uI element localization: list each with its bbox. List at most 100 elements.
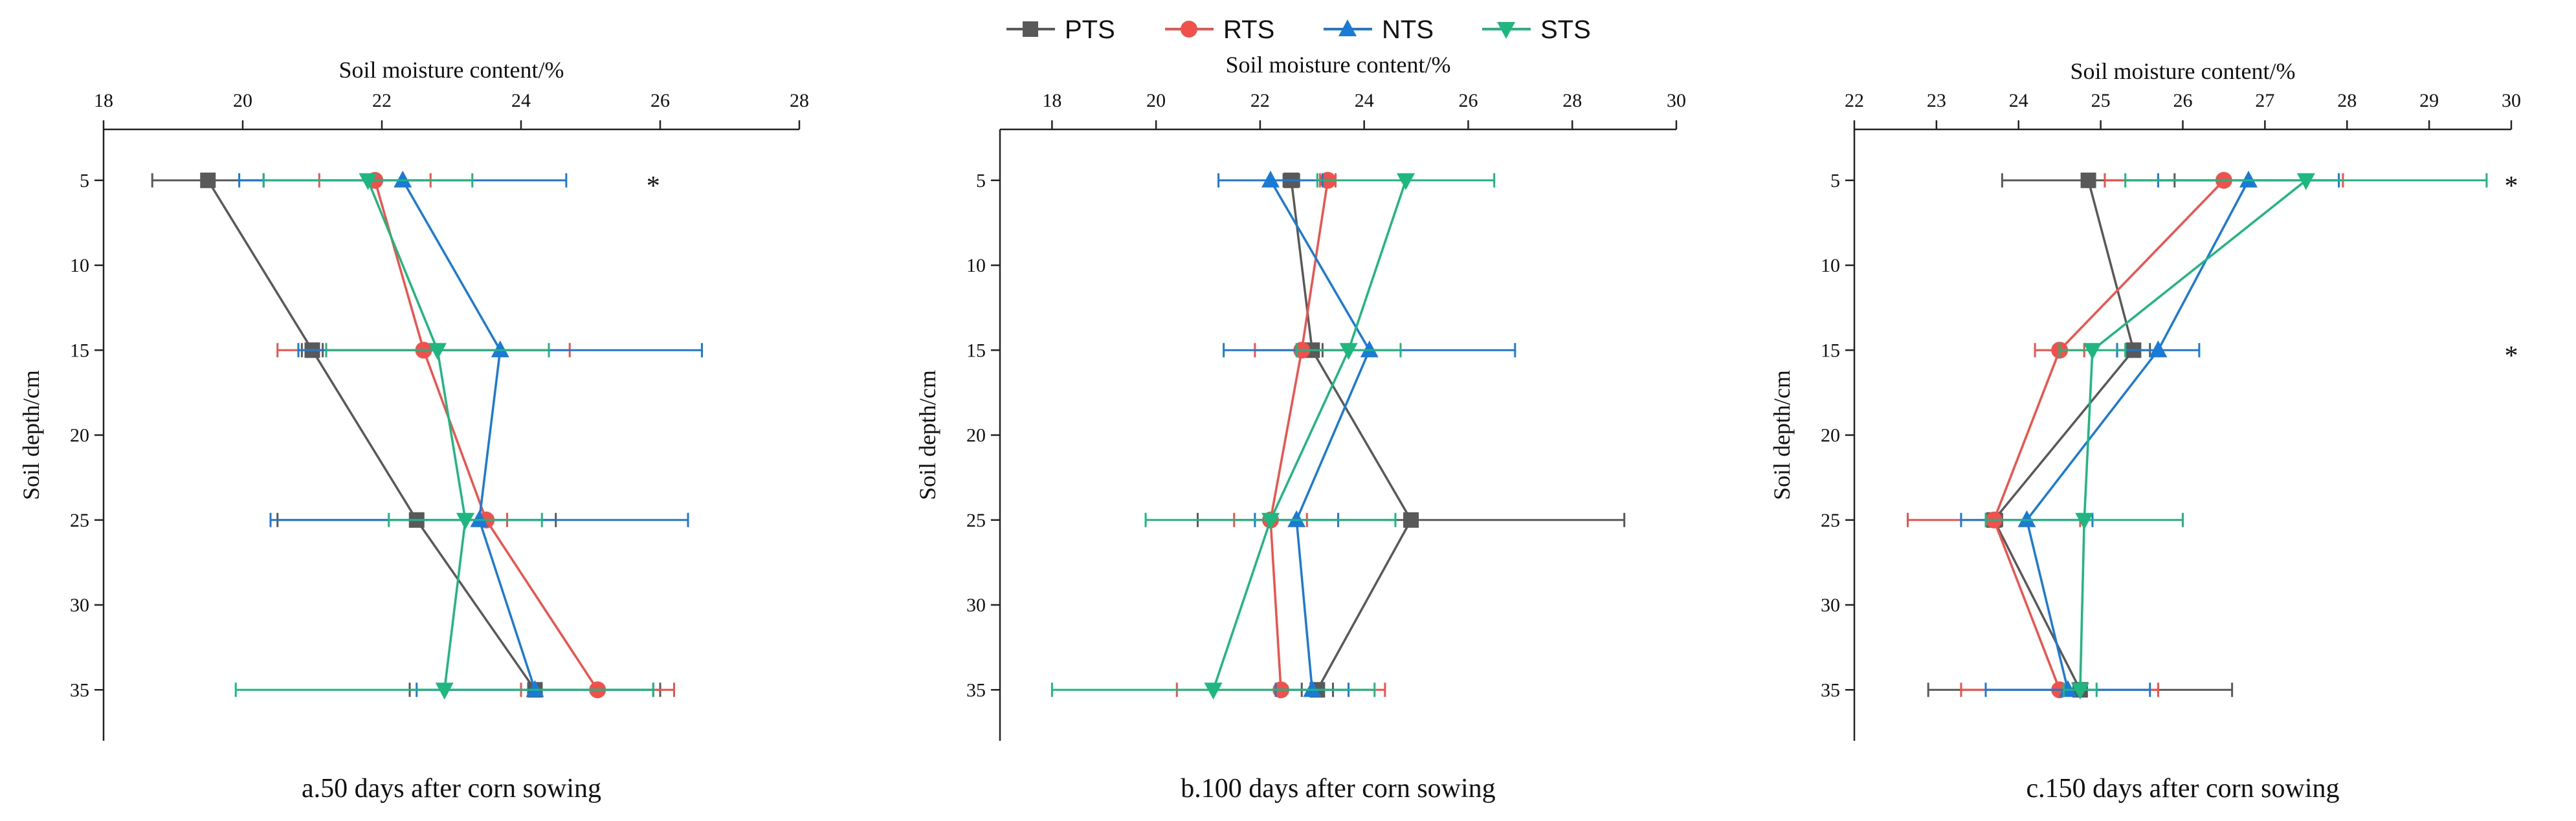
legend-item-sts: STS xyxy=(1482,16,1591,44)
legend-marker-square xyxy=(1023,21,1038,37)
x-tick-label: 24 xyxy=(511,90,531,111)
legend-marker-circle xyxy=(1181,21,1197,38)
x-tick-label: 28 xyxy=(2337,90,2357,111)
y-tick-label: 10 xyxy=(70,255,89,276)
data-point xyxy=(470,510,489,527)
data-point xyxy=(2017,510,2036,527)
series-nts xyxy=(1217,170,1516,697)
x-tick-label: 18 xyxy=(1042,90,1061,111)
series-sts xyxy=(1050,173,1496,700)
y-tick-label: 30 xyxy=(966,595,986,616)
x-axis-title: Soil moisture content/% xyxy=(2071,58,2296,84)
x-tick-label: 20 xyxy=(233,90,252,111)
y-tick-label: 10 xyxy=(966,255,986,276)
y-tick-label: 35 xyxy=(966,679,986,701)
x-tick-label: 29 xyxy=(2419,90,2439,111)
y-tick-label: 20 xyxy=(966,425,986,446)
x-tick-label: 26 xyxy=(2173,90,2193,111)
y-tick-label: 30 xyxy=(70,595,89,616)
legend-label: NTS xyxy=(1382,16,1434,44)
panels: 18 20 22 24 26 28 5 10 15 20 25 30 35 Soil moisture c… xyxy=(18,52,2521,804)
data-point xyxy=(1397,173,1415,190)
series-rts xyxy=(1175,171,1386,699)
data-point xyxy=(1360,340,1379,358)
series-line xyxy=(1212,180,1407,690)
x-tick-label: 28 xyxy=(790,90,809,111)
significance-star: * xyxy=(2505,171,2518,201)
x-tick-label: 24 xyxy=(1355,90,1374,111)
y-tick-label: 25 xyxy=(70,510,89,531)
data-point xyxy=(1303,680,1322,697)
series-line xyxy=(373,180,599,691)
series-nts xyxy=(1960,170,2340,697)
y-tick-label: 5 xyxy=(976,170,986,192)
data-point xyxy=(359,173,377,190)
data-point xyxy=(456,512,474,530)
y-tick-label: 15 xyxy=(1821,340,1840,361)
legend-label: STS xyxy=(1540,16,1591,44)
series-line xyxy=(1269,180,1329,690)
x-tick-label: 26 xyxy=(1458,90,1478,111)
y-tick-label: 15 xyxy=(70,340,89,361)
y-tick-label: 20 xyxy=(70,425,89,446)
y-axis-title: Soil depth/cm xyxy=(18,370,44,500)
data-point xyxy=(1287,510,1306,527)
series-pts xyxy=(1196,172,1626,698)
panel-caption: a.50 days after corn sowing xyxy=(302,774,601,804)
x-tick-label: 26 xyxy=(650,90,670,111)
data-point xyxy=(435,683,454,700)
x-tick-label: 22 xyxy=(1250,90,1270,111)
panel-a: 18 20 22 24 26 28 5 10 15 20 25 30 35 Soil moisture c… xyxy=(18,57,809,804)
x-tick-label: 23 xyxy=(1927,90,1946,111)
x-tick-label: 18 xyxy=(94,90,113,111)
legend: PTS RTS NTS STS xyxy=(1006,16,1591,44)
data-point xyxy=(526,680,544,697)
data-point xyxy=(394,170,412,188)
series-line xyxy=(366,180,467,690)
panel-c: 22 23 24 25 26 27 28 29 30 5 10 15 20 25 30 35 Soil mois… xyxy=(1769,58,2521,804)
y-tick-label: 15 xyxy=(966,340,986,361)
series-line xyxy=(2079,179,2307,690)
data-point xyxy=(491,340,509,358)
series-sts xyxy=(234,173,654,700)
data-point xyxy=(2239,170,2258,188)
y-tick-label: 35 xyxy=(1821,679,1840,701)
x-tick-label: 24 xyxy=(2009,90,2028,111)
data-point xyxy=(2075,512,2094,530)
legend-label: RTS xyxy=(1223,16,1274,44)
series-line xyxy=(1992,180,2135,691)
data-point xyxy=(2296,173,2315,190)
x-tick-label: 25 xyxy=(2091,90,2111,111)
significance-star: * xyxy=(647,171,660,201)
x-axis-title: Soil moisture content/% xyxy=(1226,52,1451,78)
x-tick-label: 22 xyxy=(372,90,392,111)
series-rts xyxy=(276,171,675,699)
data-point xyxy=(2071,683,2089,700)
x-axis-title: Soil moisture content/% xyxy=(339,57,564,83)
series-line xyxy=(1290,180,1413,691)
y-tick-label: 25 xyxy=(966,510,986,531)
y-tick-label: 5 xyxy=(1830,170,1840,192)
series-rts xyxy=(1906,171,2344,699)
y-axis-title: Soil depth/cm xyxy=(1769,370,1795,500)
y-tick-label: 20 xyxy=(1821,425,1840,446)
significance-star: * xyxy=(2505,341,2518,371)
x-tick-label: 30 xyxy=(1667,90,1686,111)
y-tick-label: 30 xyxy=(1821,595,1840,616)
data-point xyxy=(2149,340,2168,358)
data-point xyxy=(2080,172,2096,188)
legend-item-pts: PTS xyxy=(1006,16,1115,44)
x-tick-label: 30 xyxy=(2502,90,2521,111)
data-point xyxy=(200,172,216,188)
x-tick-label: 22 xyxy=(1845,90,1864,111)
data-point xyxy=(1261,512,1280,530)
x-tick-label: 28 xyxy=(1562,90,1582,111)
legend-label: PTS xyxy=(1065,16,1115,44)
panel-caption: c.150 days after corn sowing xyxy=(2026,774,2339,804)
data-point xyxy=(1261,170,1280,188)
series-line xyxy=(1269,179,1371,690)
panel-b: 18 20 22 24 26 28 30 5 10 15 20 25 30 35 Soil moisture… xyxy=(915,52,1686,804)
y-tick-label: 5 xyxy=(80,170,89,192)
y-tick-label: 35 xyxy=(70,679,89,701)
